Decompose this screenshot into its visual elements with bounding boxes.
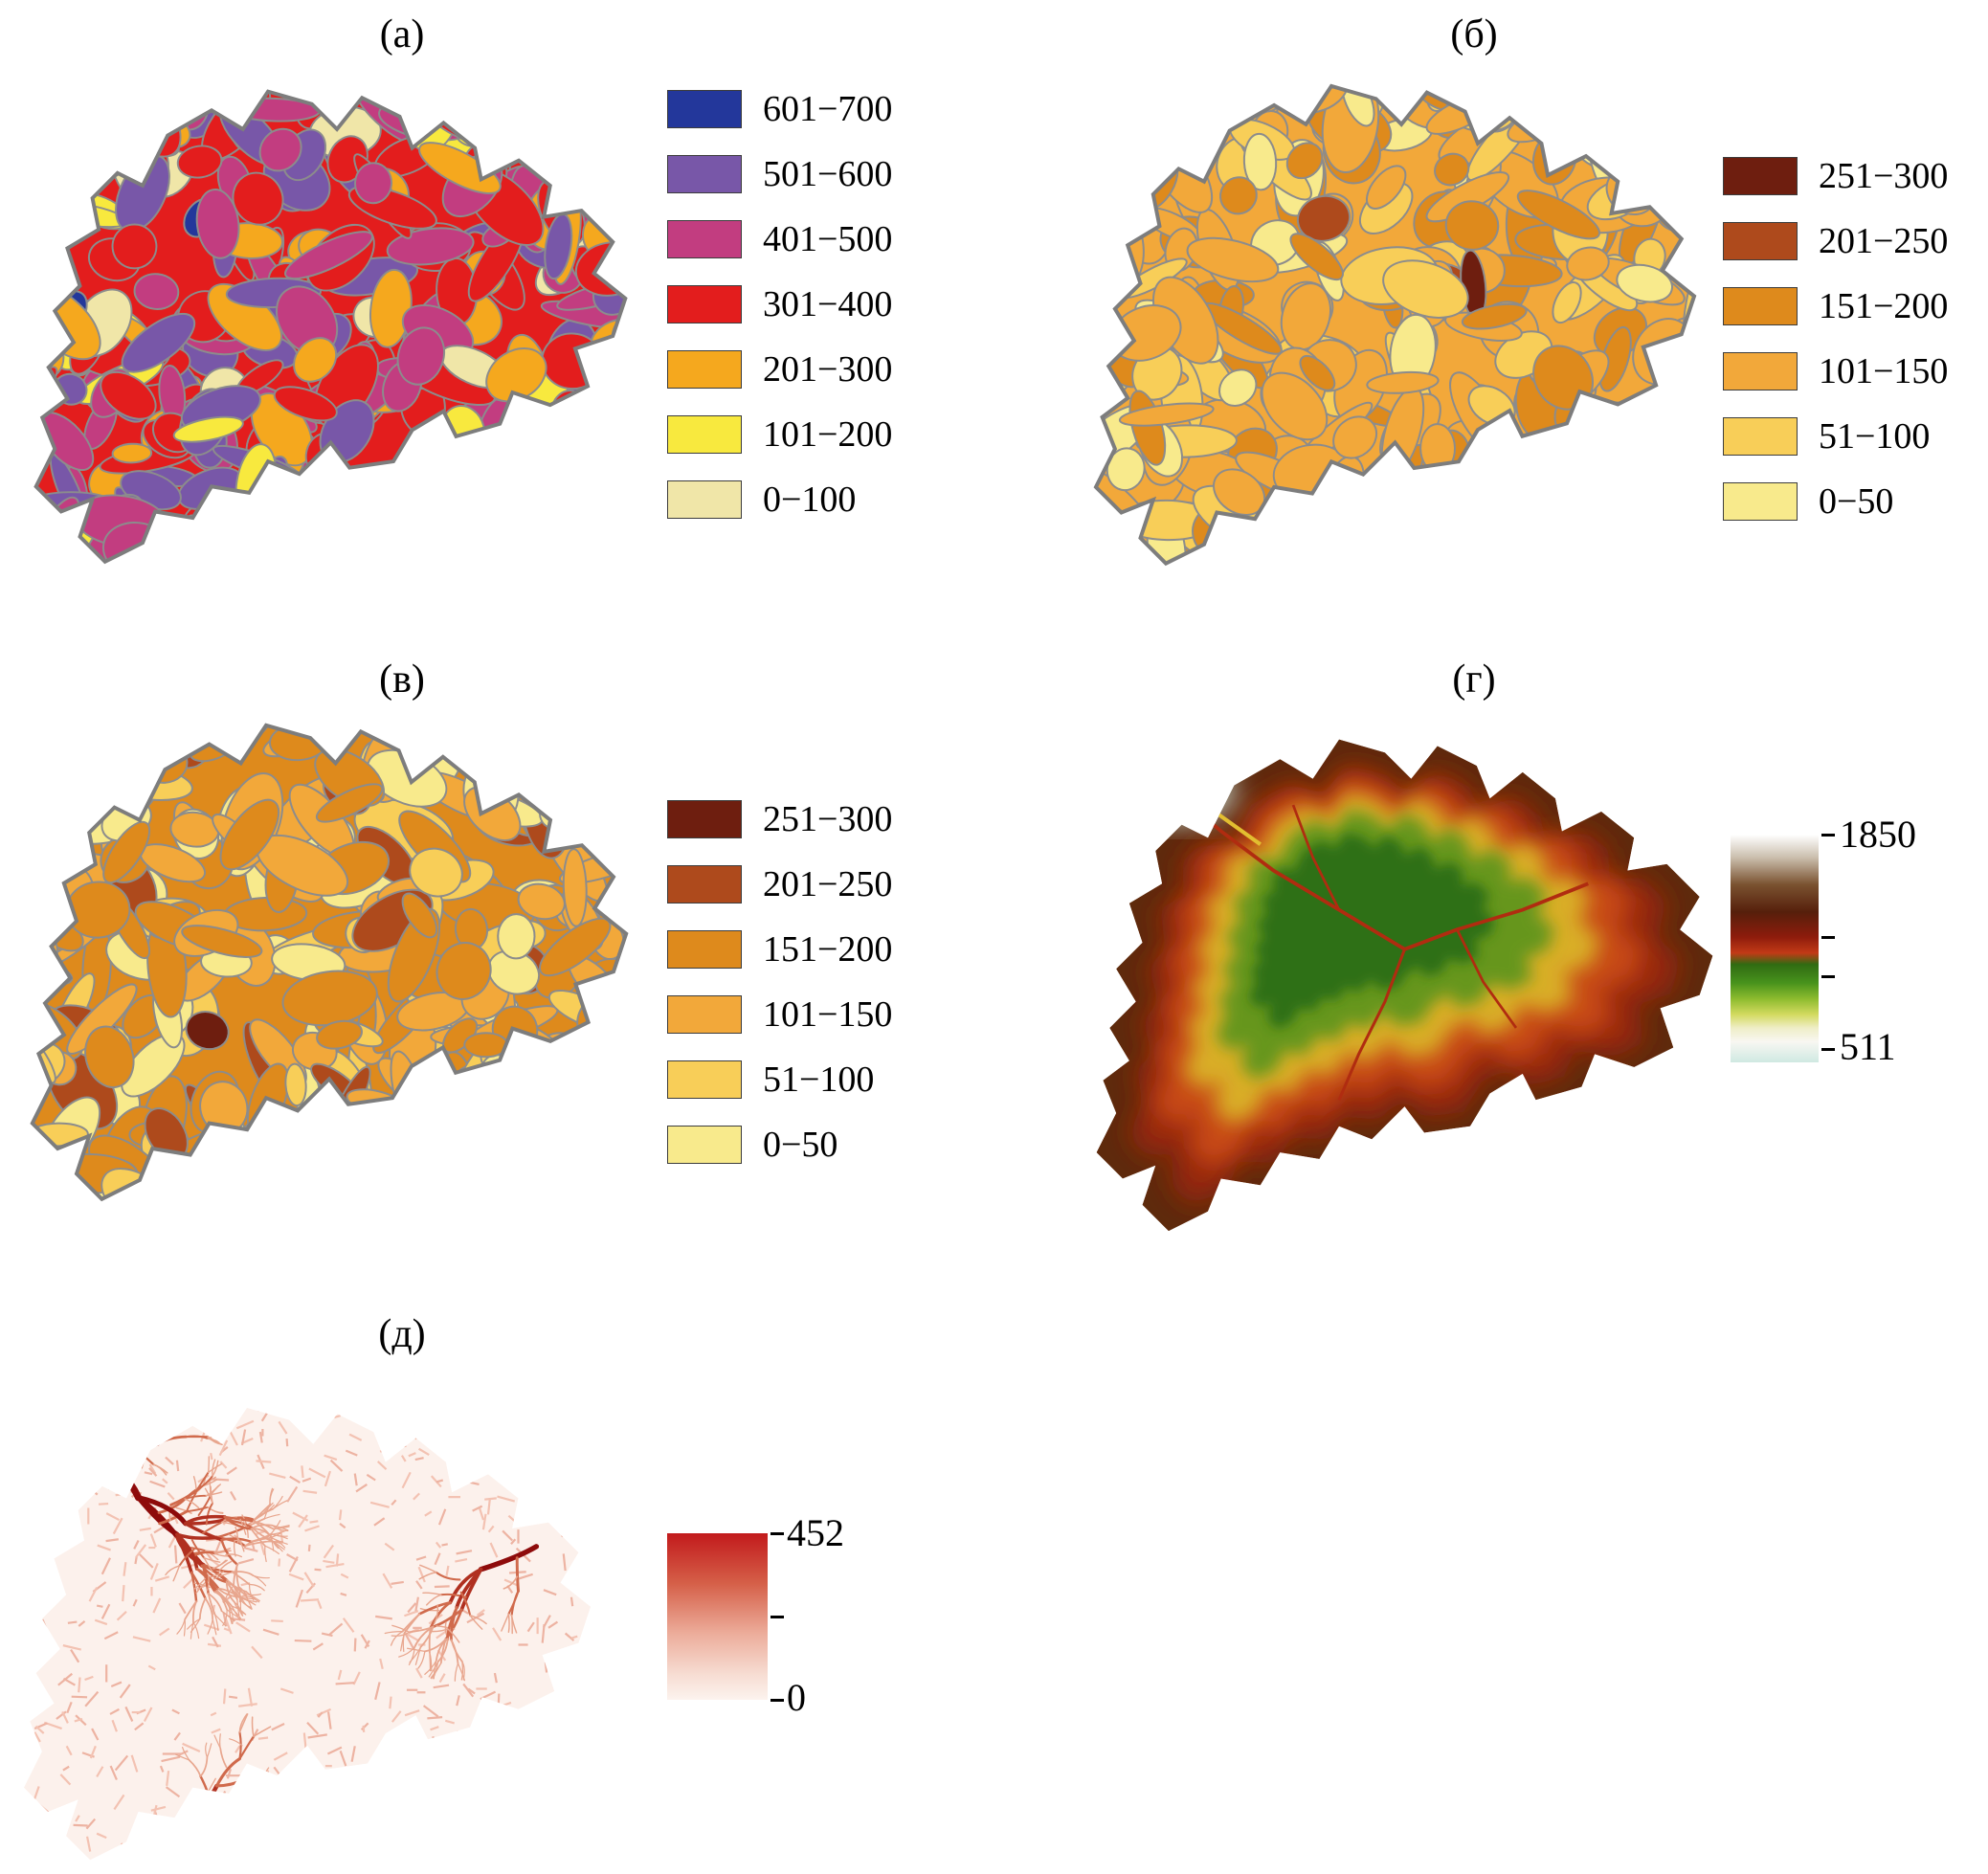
- legend-tick: [1821, 936, 1835, 940]
- legend-label: 201−300: [763, 349, 893, 390]
- legend-item: 201−250: [1723, 209, 1948, 274]
- legend-label: 0−50: [763, 1125, 838, 1165]
- legend-item: 401−500: [667, 207, 892, 272]
- legend-label: 201−250: [1819, 221, 1949, 261]
- panel-a-label: (а): [379, 12, 425, 56]
- legend-swatch: [667, 155, 742, 193]
- legend-swatch: [667, 865, 742, 904]
- legend-swatch: [667, 285, 742, 323]
- legend-swatch: [1723, 222, 1798, 260]
- panel-d-label: (д): [378, 1312, 426, 1356]
- map-b-subbasins: [1093, 83, 1697, 567]
- legend-label: 151−200: [763, 929, 893, 970]
- legend-item: 201−300: [667, 337, 892, 402]
- flow-min-label: 0: [787, 1676, 806, 1719]
- legend-swatch: [1723, 482, 1798, 521]
- legend-b: 251−300 201−250 151−200 101−150 51−100 0−50: [1723, 144, 1948, 534]
- legend-tick: [1821, 1047, 1835, 1051]
- panel-b-label: (б): [1450, 12, 1498, 56]
- legend-label: 251−300: [763, 799, 893, 839]
- legend-label: 101−200: [763, 414, 893, 455]
- legend-label: 301−400: [763, 284, 893, 324]
- elevation-legend-ramp: [1731, 834, 1835, 1062]
- legend-swatch: [667, 90, 742, 128]
- map-g-elevation: [1096, 739, 1713, 1232]
- legend-item: 0−100: [667, 467, 892, 532]
- legend-swatch: [667, 930, 742, 969]
- legend-swatch: [1723, 352, 1798, 390]
- legend-a: 601−700 501−600 401−500 301−400 201−300 101−2…: [667, 77, 892, 532]
- legend-swatch: [667, 1126, 742, 1164]
- legend-label: 401−500: [763, 219, 893, 259]
- panel-v-label: (в): [379, 658, 425, 702]
- legend-label: 151−200: [1819, 286, 1949, 326]
- map-d-flow-accumulation: [23, 1407, 592, 1861]
- legend-item: 251−300: [1723, 144, 1948, 209]
- legend-label: 0−100: [763, 480, 857, 520]
- legend-label: 201−250: [763, 864, 893, 904]
- flow-legend-ramp: [667, 1532, 784, 1702]
- legend-item: 101−150: [1723, 339, 1948, 404]
- legend-item: 51−100: [1723, 404, 1948, 469]
- legend-swatch: [667, 350, 742, 389]
- legend-item: 151−200: [1723, 274, 1948, 339]
- map-v-subbasins: [30, 723, 629, 1202]
- legend-label: 0−50: [1819, 481, 1894, 522]
- legend-label: 101−150: [1819, 351, 1949, 391]
- legend-label: 51−100: [763, 1060, 875, 1100]
- elevation-max-label: 1850: [1840, 813, 1916, 856]
- legend-swatch: [667, 800, 742, 838]
- legend-swatch: [1723, 417, 1798, 456]
- map-a-subbasins: [34, 89, 628, 565]
- legend-item: 0−50: [667, 1112, 892, 1177]
- legend-swatch: [667, 415, 742, 454]
- legend-item: 151−200: [667, 917, 892, 982]
- legend-label: 501−600: [763, 154, 893, 194]
- legend-label: 251−300: [1819, 156, 1949, 196]
- legend-item: 101−150: [667, 982, 892, 1047]
- legend-item: 251−300: [667, 787, 892, 852]
- legend-swatch: [667, 1060, 742, 1099]
- legend-item: 501−600: [667, 142, 892, 207]
- legend-swatch: [667, 220, 742, 258]
- legend-tick: [1821, 974, 1835, 978]
- legend-tick: [771, 1616, 784, 1618]
- elevation-min-label: 511: [1840, 1025, 1896, 1068]
- legend-item: 51−100: [667, 1047, 892, 1112]
- legend-tick: [771, 1699, 784, 1702]
- legend-label: 51−100: [1819, 416, 1931, 457]
- legend-swatch: [667, 995, 742, 1034]
- elevation-legend-gradient: [1731, 835, 1819, 1062]
- flow-max-label: 452: [787, 1511, 844, 1554]
- legend-item: 101−200: [667, 402, 892, 467]
- legend-swatch: [1723, 157, 1798, 195]
- legend-item: 0−50: [1723, 469, 1948, 534]
- legend-v: 251−300 201−250 151−200 101−150 51−100 0−50: [667, 787, 892, 1177]
- legend-label: 101−150: [763, 994, 893, 1035]
- legend-tick: [1821, 834, 1835, 837]
- panel-g-label: (г): [1452, 658, 1496, 702]
- legend-swatch: [1723, 287, 1798, 325]
- legend-tick: [771, 1532, 784, 1535]
- legend-item: 201−250: [667, 852, 892, 917]
- legend-label: 601−700: [763, 89, 893, 129]
- legend-swatch: [667, 480, 742, 519]
- legend-item: 301−400: [667, 272, 892, 337]
- legend-item: 601−700: [667, 77, 892, 142]
- flow-legend-gradient: [667, 1533, 768, 1700]
